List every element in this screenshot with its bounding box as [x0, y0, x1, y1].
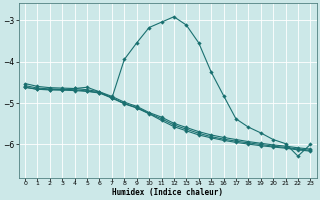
X-axis label: Humidex (Indice chaleur): Humidex (Indice chaleur) [112, 188, 223, 197]
